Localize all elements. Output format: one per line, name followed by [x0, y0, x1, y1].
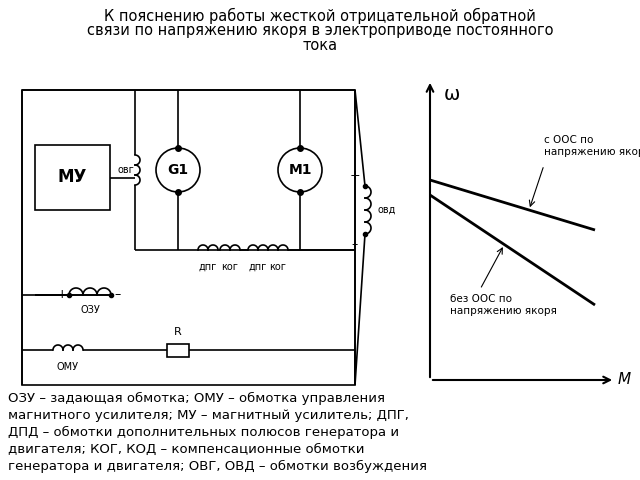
Bar [35, 145, 110, 210]
Circle shape [156, 148, 200, 192]
Text: дпг: дпг [249, 262, 267, 272]
Text: овг: овг [117, 165, 134, 175]
Text: –: – [352, 238, 358, 251]
Text: овд: овд [377, 205, 396, 215]
Bar [167, 344, 189, 357]
Text: с ООС по
напряжению якоря: с ООС по напряжению якоря [544, 135, 640, 157]
Text: связи по напряжению якоря в электроприводе постоянного: связи по напряжению якоря в электроприво… [87, 23, 553, 38]
Text: ОЗУ: ОЗУ [80, 305, 100, 315]
Text: без ООС по
напряжению якоря: без ООС по напряжению якоря [450, 295, 557, 316]
Text: ω: ω [444, 85, 460, 104]
Text: ОЗУ – задающая обмотка; ОМУ – обмотка управления
магнитного усилителя; МУ – магн: ОЗУ – задающая обмотка; ОМУ – обмотка уп… [8, 392, 427, 480]
Text: G1: G1 [168, 163, 189, 177]
Text: M1: M1 [288, 163, 312, 177]
Text: ОМУ: ОМУ [57, 362, 79, 372]
Circle shape [278, 148, 322, 192]
Text: ког: ког [269, 262, 287, 272]
Text: тока: тока [303, 38, 337, 53]
Text: К пояснению работы жесткой отрицательной обратной: К пояснению работы жесткой отрицательной… [104, 8, 536, 24]
Text: M: M [618, 372, 631, 387]
Text: ког: ког [221, 262, 239, 272]
Text: +: + [57, 288, 67, 301]
Text: МУ: МУ [58, 168, 87, 187]
Text: +: + [349, 169, 360, 182]
Bar [22, 90, 355, 385]
Text: дпг: дпг [199, 262, 217, 272]
Text: R: R [174, 327, 182, 337]
Text: –: – [115, 288, 121, 301]
